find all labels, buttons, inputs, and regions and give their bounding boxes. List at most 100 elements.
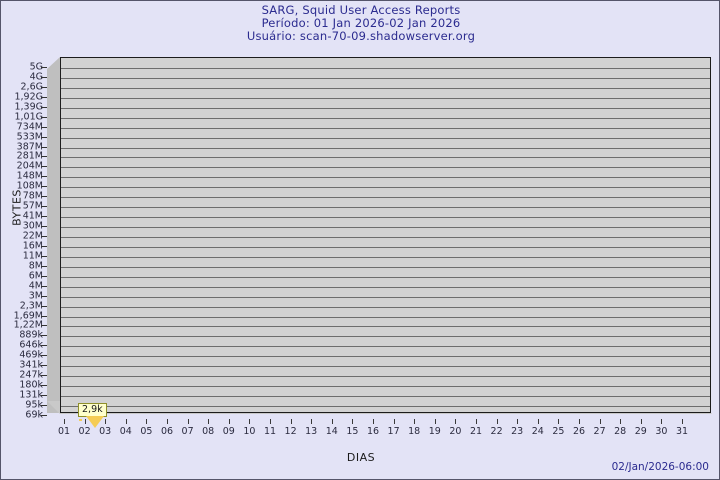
x-axis-tick <box>661 419 663 424</box>
y-axis-tick-label: 4M <box>28 280 43 292</box>
x-axis-tick <box>640 419 642 424</box>
x-axis-tick-label: 21 <box>469 426 483 437</box>
y-axis-tick <box>41 305 47 307</box>
y-axis-tick-label: 2,3M <box>19 300 43 312</box>
y-axis-tick-label: 3M <box>28 290 43 302</box>
y-axis-tick-label: 30M <box>22 220 43 232</box>
plot-area <box>47 57 712 425</box>
y-axis-tick-label: 247k <box>19 369 43 381</box>
x-axis-tick <box>455 419 457 424</box>
plot-panel <box>60 57 711 413</box>
report-user: Usuário: scan-70-09.shadowserver.org <box>246 29 476 43</box>
y-axis-tick-label: 281M <box>16 150 43 162</box>
y-axis-tick-label: 1,39G <box>14 101 43 113</box>
y-axis-tick <box>41 375 47 377</box>
y-axis-tick <box>41 67 47 68</box>
y-axis-tick <box>41 395 47 397</box>
y-axis-tick-label: 8M <box>28 260 43 272</box>
y-axis-tick-label: 204M <box>16 160 43 172</box>
gridline <box>61 167 710 169</box>
x-axis-tick-label: 22 <box>490 426 503 437</box>
x-axis-tick-label: 02 <box>78 426 91 437</box>
gridline <box>61 386 710 388</box>
x-axis-tick <box>558 419 560 424</box>
y-axis-tick-label: 2,6G <box>20 81 43 93</box>
x-axis-tick-label: 04 <box>119 426 132 437</box>
x-axis-tick-label: 09 <box>222 426 235 437</box>
gridline <box>61 286 710 288</box>
plot-left-wall <box>47 57 60 413</box>
y-axis-tick <box>41 166 47 168</box>
x-axis-tick-label: 27 <box>593 426 606 437</box>
gridline <box>61 396 710 398</box>
x-axis-tick <box>352 419 354 424</box>
x-axis-tick <box>187 419 189 424</box>
x-axis-tick <box>373 419 374 424</box>
gridline <box>61 217 710 219</box>
y-axis-tick-label: 131k <box>19 389 43 401</box>
gridline <box>61 316 710 318</box>
x-axis-tick <box>331 419 333 424</box>
gridline <box>61 366 710 368</box>
y-axis-tick-label: 57M <box>22 200 43 212</box>
y-axis-tick-label: 16M <box>22 240 43 252</box>
y-axis-tick <box>41 285 47 287</box>
y-axis-tick <box>41 315 47 317</box>
x-axis-tick <box>290 419 292 424</box>
y-axis-labels: 5G 4G 2,6G 1,92G 1,39G 1,01G 734M 533M 387M 281M 2… <box>1 1 47 479</box>
gridline <box>61 197 710 199</box>
report-period: Período: 01 Jan 2026-02 Jan 2026 <box>261 16 461 30</box>
gridline <box>61 68 710 69</box>
y-axis-tick-label: 646k <box>19 339 43 351</box>
x-axis-tick-label: 15 <box>346 426 359 437</box>
gridline <box>61 187 710 189</box>
y-axis-tick-label: 95k <box>25 399 43 411</box>
x-axis-tick-label: 29 <box>634 426 647 437</box>
y-axis-tick-label: 5G <box>29 61 43 73</box>
x-axis-tick <box>228 419 230 424</box>
x-axis-tick <box>682 419 683 424</box>
gridline <box>61 117 710 119</box>
x-axis-tick <box>270 419 271 424</box>
gridline <box>61 127 710 129</box>
x-axis-tick-label: 26 <box>572 426 586 437</box>
x-axis-tick <box>146 419 148 424</box>
gridline <box>61 147 710 149</box>
x-axis-tick <box>434 419 436 424</box>
gridline <box>61 266 710 268</box>
data-point-callout: 2,9k <box>78 403 107 428</box>
gridline <box>61 346 710 348</box>
y-axis-tick <box>41 414 47 416</box>
y-axis-tick <box>41 86 47 88</box>
y-axis-tick <box>41 106 47 108</box>
x-axis-tick <box>249 419 251 424</box>
gridline <box>61 405 710 407</box>
gridline <box>61 296 710 298</box>
x-axis-tick <box>311 419 313 424</box>
y-axis-tick <box>41 335 47 337</box>
y-axis-tick <box>41 275 47 277</box>
y-axis-tick <box>41 176 47 178</box>
y-axis-tick-label: 6M <box>28 270 43 282</box>
x-axis-tick-label: 28 <box>614 426 627 437</box>
gridline <box>61 87 710 89</box>
y-axis-tick <box>41 355 47 357</box>
x-axis-tick <box>517 419 519 424</box>
y-axis-tick-label: 533M <box>16 131 43 143</box>
x-axis-tick-label: 12 <box>284 426 297 437</box>
x-axis-tick-label: 31 <box>675 426 689 437</box>
gridline <box>61 256 710 258</box>
gridline <box>61 376 710 378</box>
y-axis-tick-label: 1,92G <box>14 91 43 103</box>
data-bar-02 <box>79 419 82 421</box>
y-axis-tick <box>41 345 47 347</box>
y-axis-tick <box>41 245 47 247</box>
x-axis-tick-label: 01 <box>57 426 71 437</box>
y-axis-tick <box>41 196 47 198</box>
x-axis-tick <box>599 419 601 424</box>
y-axis-tick <box>41 226 47 228</box>
x-axis-tick-label: 14 <box>325 426 338 437</box>
x-axis-tick <box>496 419 498 424</box>
page-title: SARG, Squid User Access Reports <box>261 3 461 17</box>
